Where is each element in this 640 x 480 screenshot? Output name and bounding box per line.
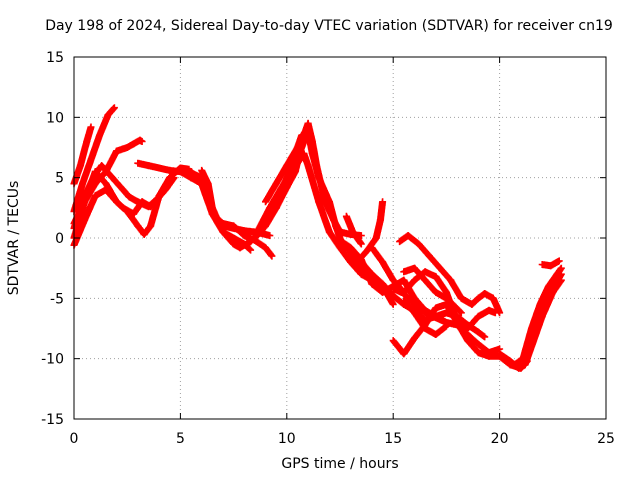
series-track-2 <box>70 104 118 215</box>
data-marker-run <box>83 123 95 145</box>
series-track-8 <box>187 169 276 260</box>
data-marker-run <box>474 328 489 341</box>
data-marker-run <box>113 198 131 215</box>
chart-title: Day 198 of 2024, Sidereal Day-to-day VTE… <box>45 18 613 34</box>
series-track-19 <box>400 297 450 338</box>
grid-lines <box>74 57 606 419</box>
data-marker-run <box>549 270 565 293</box>
data-series <box>70 104 565 372</box>
x-tick-label: 5 <box>176 431 185 447</box>
x-axis-label: GPS time / hours <box>281 456 399 472</box>
data-marker-run <box>432 322 450 338</box>
x-tick-label: 10 <box>278 431 296 447</box>
data-marker-run <box>136 136 146 145</box>
data-marker-run <box>432 314 450 326</box>
data-marker-run <box>485 345 504 357</box>
data-marker-run <box>81 192 99 224</box>
y-tick-label: 15 <box>46 50 64 66</box>
data-marker-run <box>464 331 482 348</box>
series-track-23 <box>538 257 563 270</box>
data-marker-run <box>304 162 323 206</box>
y-tick-label: 0 <box>55 231 64 247</box>
y-axis-label: SDTVAR / TECUs <box>6 180 22 296</box>
data-marker-run <box>489 294 504 317</box>
series-track-25 <box>353 198 387 266</box>
x-tick-label: 25 <box>597 431 615 447</box>
data-marker-run <box>208 204 227 236</box>
x-tick-label: 0 <box>70 431 79 447</box>
data-marker-run <box>155 174 174 200</box>
series-track-9 <box>198 125 312 252</box>
y-tick-label: -15 <box>41 412 64 428</box>
series-track-24 <box>528 270 565 338</box>
y-tick-label: -10 <box>41 352 64 368</box>
data-marker-run <box>449 300 465 317</box>
data-marker-run <box>379 258 397 284</box>
data-marker-run <box>266 186 284 212</box>
data-marker-run <box>262 180 280 206</box>
data-marker-run <box>485 306 499 317</box>
data-marker-run <box>442 300 461 326</box>
data-marker-run <box>447 276 465 302</box>
data-marker-run <box>283 144 301 170</box>
y-tick-label: 10 <box>46 110 64 126</box>
data-marker-run <box>368 270 387 288</box>
data-marker-run <box>349 228 365 248</box>
data-marker-run <box>315 174 333 206</box>
data-marker-run <box>553 264 565 278</box>
data-marker-run <box>547 257 563 270</box>
series-track-17 <box>400 264 465 317</box>
data-marker-run <box>262 230 274 240</box>
data-marker-run <box>315 198 333 236</box>
x-tick-label: 20 <box>491 431 509 447</box>
series-track-26 <box>342 212 365 248</box>
series-track-18 <box>389 285 450 326</box>
data-marker-run <box>376 198 387 224</box>
y-tick-label: -5 <box>50 291 64 307</box>
data-marker-run <box>276 168 295 194</box>
data-marker-run <box>147 192 163 230</box>
data-marker-run <box>262 204 280 230</box>
data-marker-run <box>436 264 455 284</box>
series-track-20 <box>396 232 504 317</box>
data-marker-run <box>104 104 118 119</box>
axis-ticks: 0 5 10 15 20 25 -15 -10 -5 0 5 10 15 <box>41 50 615 447</box>
data-marker-run <box>255 204 274 232</box>
y-tick-label: 5 <box>55 171 64 187</box>
x-tick-label: 15 <box>384 431 402 447</box>
data-marker-run <box>528 306 546 338</box>
data-marker-run <box>538 285 557 314</box>
data-marker-run <box>272 162 291 188</box>
data-marker-run <box>262 244 276 260</box>
